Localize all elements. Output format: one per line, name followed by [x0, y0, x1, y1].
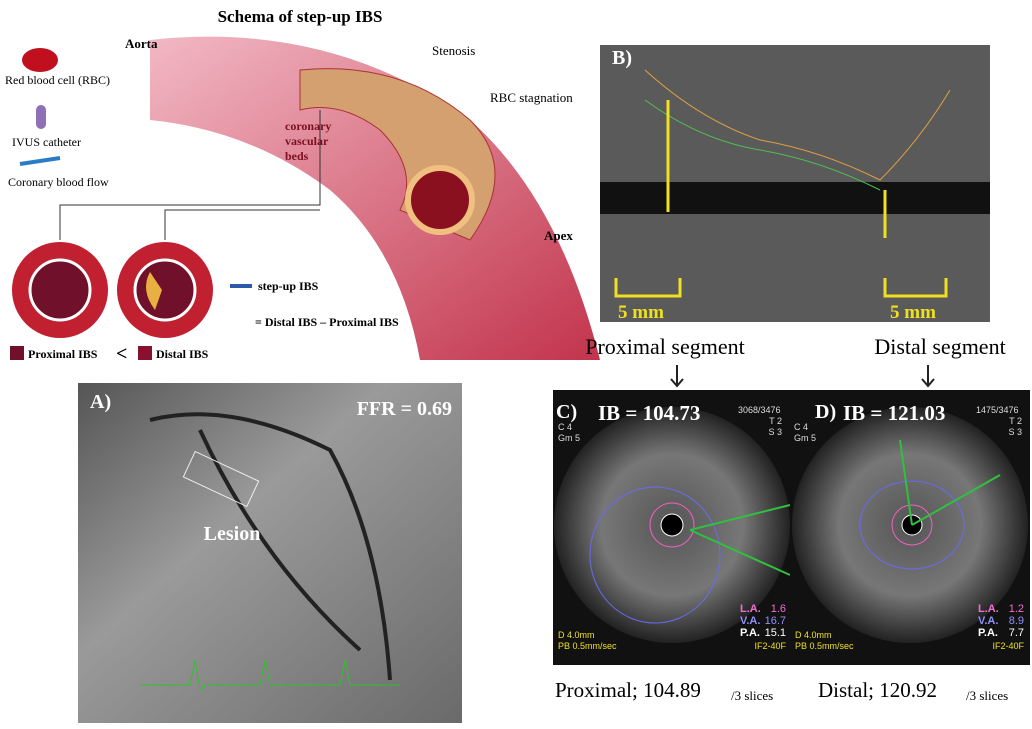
stagnation-label: RBC stagnation	[490, 90, 573, 105]
probe: IF2-40F	[992, 641, 1024, 651]
param: Gm 5	[794, 433, 816, 443]
distal-swatch	[138, 346, 152, 360]
panel-b: B) Apex 5 mm 5 mm Proximal segment Dista…	[544, 45, 1006, 386]
proximal-swatch	[10, 346, 24, 360]
segment-heading: Proximal segment	[585, 334, 744, 359]
footer: D 4.0mm	[558, 630, 595, 640]
figure: Schema of step-up IBS Aorta Red blood ce…	[0, 0, 1032, 729]
area-value: 15.1	[765, 627, 786, 639]
aorta-label: Aorta	[125, 36, 158, 51]
area-name: P.A.	[740, 627, 760, 639]
caption-unit: /3 slices	[966, 688, 1008, 703]
caption-unit: /3 slices	[731, 688, 773, 703]
ffr-label: FFR = 0.69	[357, 398, 452, 420]
lesion-label: Lesion	[204, 523, 261, 545]
area-value: 8.9	[1009, 615, 1024, 627]
caption: Proximal; 104.89	[555, 678, 701, 702]
frame-number: 3068/3476	[738, 405, 781, 415]
area-name: L.A.	[740, 603, 761, 615]
area-name: P.A.	[978, 627, 998, 639]
catheter	[661, 514, 683, 536]
param: T 2	[1009, 416, 1022, 426]
beds-label: beds	[285, 149, 309, 163]
area-name: V.A.	[740, 615, 760, 627]
flow-icon	[20, 158, 60, 164]
segment-heading: Distal segment	[874, 334, 1005, 359]
area-name: L.A.	[978, 603, 999, 615]
proximal-lumen	[30, 260, 90, 320]
scale-label: 5 mm	[618, 302, 664, 323]
param: T 2	[769, 416, 782, 426]
beds-label: vascular	[285, 134, 329, 148]
step-up-label: step-up IBS	[258, 279, 319, 293]
frame-number: 1475/3476	[976, 405, 1019, 415]
legend-text: Coronary blood flow	[8, 175, 109, 189]
scale-label: 5 mm	[890, 302, 936, 323]
panel-d: D) IB = 121.03 1475/3476 T 2 S 3 C 4 Gm …	[790, 390, 1030, 703]
comparison-left: Proximal IBS	[28, 347, 98, 361]
footer: PB 0.5mm/sec	[558, 641, 617, 651]
beds-label: coronary	[285, 119, 331, 133]
param: Gm 5	[558, 433, 580, 443]
probe: IF2-40F	[754, 641, 786, 651]
distal-lumen	[135, 260, 195, 320]
param: S 3	[1008, 427, 1022, 437]
param: C 4	[794, 422, 808, 432]
rbc-cluster	[408, 168, 472, 232]
down-arrow	[671, 365, 934, 386]
panel-label: A)	[90, 391, 111, 413]
ib-value: IB = 121.03	[843, 401, 945, 425]
param: S 3	[768, 427, 782, 437]
schema-panel: Schema of step-up IBS Aorta Red blood ce…	[5, 7, 600, 365]
schema-title: Schema of step-up IBS	[218, 7, 383, 26]
pullback-gap	[600, 182, 990, 214]
area-value: 7.7	[1009, 627, 1024, 639]
stenosis-label: Stenosis	[432, 43, 475, 58]
area-value: 1.6	[771, 603, 786, 615]
ib-value: IB = 104.73	[598, 401, 700, 425]
panel-c: C) IB = 104.73 3068/3476 T 2 S 3 C 4 Gm …	[553, 390, 790, 703]
legend-text: IVUS catheter	[12, 135, 81, 149]
catheter-icon	[36, 105, 46, 129]
panel-label: C)	[556, 401, 577, 423]
caption: Distal; 120.92	[818, 678, 937, 702]
area-value: 1.2	[1009, 603, 1024, 615]
rbc-icon	[22, 48, 58, 72]
comparison-operator: <	[116, 343, 127, 365]
area-value: 16.7	[765, 615, 786, 627]
legend-text: Red blood cell (RBC)	[5, 73, 110, 87]
apex-label: Apex	[544, 228, 573, 243]
panel-a: A) FFR = 0.69 Lesion	[78, 383, 462, 723]
formula: = Distal IBS – Proximal IBS	[255, 315, 399, 329]
param: C 4	[558, 422, 572, 432]
footer: D 4.0mm	[795, 630, 832, 640]
comparison-right: Distal IBS	[156, 347, 209, 361]
panel-label: D)	[815, 401, 836, 423]
footer: PB 0.5mm/sec	[795, 641, 854, 651]
panel-label: B)	[612, 47, 632, 69]
area-name: V.A.	[978, 615, 998, 627]
